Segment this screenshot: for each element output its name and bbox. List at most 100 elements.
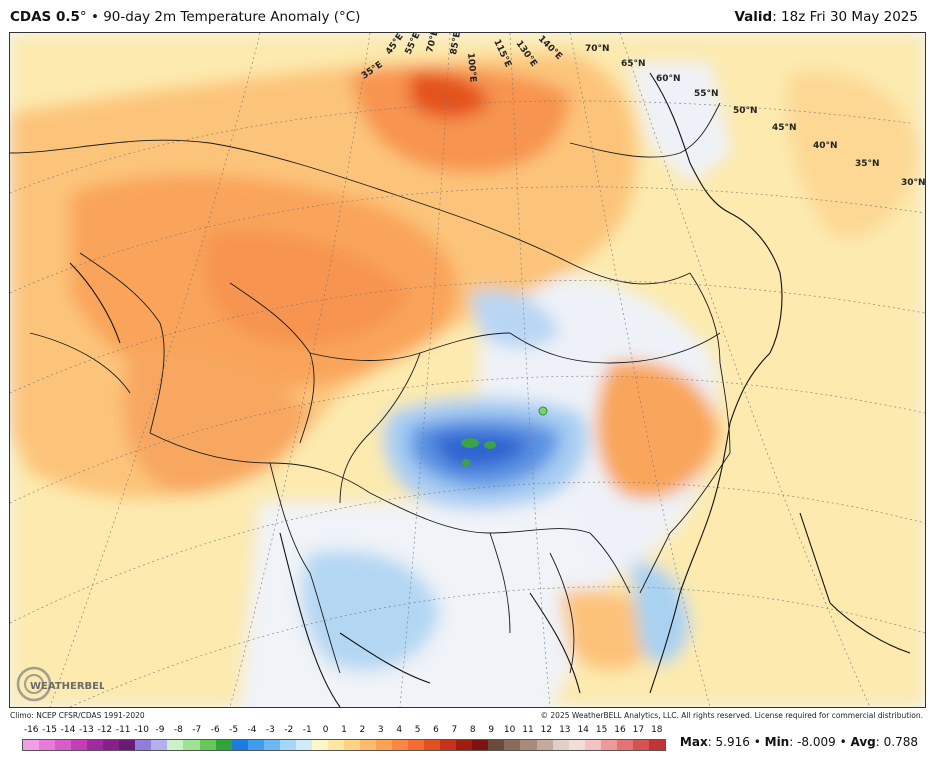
- colorbar-swatch: [135, 740, 152, 750]
- latitude-labels: 70°N 65°N 60°N 55°N 50°N 45°N 40°N 35°N …: [585, 44, 925, 188]
- colorbar-tick-label: 15: [595, 725, 608, 735]
- colorbar-tick-label: 17: [632, 725, 645, 735]
- climo-note: Climo: NCEP CFSR/CDAS 1991-2020: [10, 711, 145, 720]
- colorbar-swatch: [327, 740, 344, 750]
- colorbar-tick-label: 6: [433, 725, 439, 735]
- colorbar-swatch: [167, 740, 184, 750]
- colorbar-tick-label: -16: [23, 725, 39, 735]
- lat-label: 30°N: [901, 178, 925, 188]
- colorbar-tick-label: 8: [469, 725, 476, 735]
- colorbar-swatch: [616, 740, 633, 750]
- lat-label: 55°N: [694, 89, 719, 99]
- colorbar-tick-label: -11: [115, 725, 131, 735]
- colorbar-tick-label: 10: [503, 725, 516, 735]
- colorbar-swatch: [584, 740, 601, 750]
- colorbar-swatch: [23, 740, 40, 750]
- colorbar-tick-label: 4: [396, 725, 403, 735]
- colorbar-swatch: [55, 740, 72, 750]
- colorbar-swatch: [552, 740, 569, 750]
- colorbar-swatch: [103, 740, 120, 750]
- colorbar-tick-label: 13: [559, 725, 571, 735]
- max-value: : 5.916: [707, 735, 750, 749]
- header: CDAS 0.5° • 90-day 2m Temperature Anomal…: [0, 0, 935, 32]
- colorbar-tick-label: -10: [134, 725, 149, 735]
- colorbar-tick-label: -2: [284, 725, 294, 735]
- colorbar-swatch: [456, 740, 473, 750]
- colorbar-tick-label: 11: [522, 725, 534, 735]
- colorbar-tick-label: 0: [322, 725, 329, 735]
- colorbar-swatch: [472, 740, 489, 750]
- colorbar-swatch: [87, 740, 104, 750]
- colorbar-tick-label: -8: [173, 725, 183, 735]
- min-value: : -8.009: [789, 735, 836, 749]
- colorbar-swatch: [199, 740, 216, 750]
- lon-label: 100°E: [465, 52, 478, 82]
- colorbar-tick-label: 3: [377, 725, 384, 735]
- map-canvas: 35°E 45°E 55°E 70°E 85°E 100°E 115°E 130…: [10, 33, 925, 707]
- colorbar-swatch: [343, 740, 360, 750]
- lat-label: 60°N: [656, 74, 681, 84]
- lat-label: 50°N: [733, 106, 758, 116]
- footer: Climo: NCEP CFSR/CDAS 1991-2020 © 2025 W…: [0, 710, 935, 722]
- colorbar-swatch: [392, 740, 409, 750]
- colorbar-tick-label: -13: [79, 725, 94, 735]
- colorbar-swatch: [376, 740, 393, 750]
- colorbar-swatch: [183, 740, 200, 750]
- colorbar-swatch: [424, 740, 441, 750]
- colorbar-tick-label: -4: [247, 725, 257, 735]
- colorbar-swatch: [568, 740, 585, 750]
- copyright-note: © 2025 WeatherBELL Analytics, LLC. All r…: [540, 711, 923, 720]
- lon-label: 85°E: [449, 33, 463, 56]
- colorbar-swatch: [488, 740, 505, 750]
- colorbar-tick-label: -5: [229, 725, 239, 735]
- colorbar-swatch: [311, 740, 328, 750]
- colorbar-tick-label: 7: [451, 725, 458, 735]
- colorbar-tick-label: 2: [359, 725, 366, 735]
- stats-sep: •: [749, 735, 765, 749]
- lat-label: 45°N: [772, 123, 797, 133]
- colorbar-swatch: [408, 740, 425, 750]
- colorbar-tick-label: -15: [42, 725, 57, 735]
- colorbar-swatch: [520, 740, 537, 750]
- colorbar-tick-label: 16: [614, 725, 626, 735]
- colorbar-swatch: [119, 740, 136, 750]
- colorbar-tick-label: 12: [540, 725, 553, 735]
- colorbar-swatch: [536, 740, 553, 750]
- field-stats: Max: 5.916 • Min: -8.009 • Avg: 0.788: [680, 735, 918, 749]
- colorbar-tick-label: 1: [341, 725, 347, 735]
- colorbar-ticks: -16 -15 -14 -13 -12 -11 -10 -9 -8 -7 -6 -5 -4 -3 -2 -1 0…: [20, 725, 668, 738]
- stats-sep: •: [835, 735, 851, 749]
- degree-mark: °: [79, 9, 87, 25]
- colorbar-swatch: [71, 740, 88, 750]
- lat-label: 70°N: [585, 44, 610, 54]
- colorbar-swatch: [231, 740, 248, 750]
- colorbar-swatch: [600, 740, 617, 750]
- colorbar-swatch: [295, 740, 312, 750]
- colorbar-tick-label: -12: [97, 725, 113, 735]
- colorbar-swatch: [632, 740, 649, 750]
- coastlines: [69, 72, 911, 707]
- avg-value: : 0.788: [875, 735, 918, 749]
- colorbar-tick-label: 5: [414, 725, 421, 735]
- field-description: 90-day 2m Temperature Anomaly (°C): [103, 9, 361, 25]
- colorbar-tick-label: 18: [651, 725, 663, 735]
- valid-time: Valid: 18z Fri 30 May 2025: [734, 9, 918, 25]
- min-label: Min: [764, 735, 790, 749]
- colorbar-tick-label: 9: [488, 725, 495, 735]
- colorbar-tick-label: -6: [210, 725, 220, 735]
- model-name: CDAS 0.5: [10, 9, 80, 25]
- colorbar-swatches: [22, 739, 666, 751]
- colorbar: -16 -15 -14 -13 -12 -11 -10 -9 -8 -7 -6 -5 -4 -3 -2 -1 0…: [20, 725, 668, 767]
- colorbar-swatch: [359, 740, 377, 750]
- colorbar-swatch: [247, 740, 264, 750]
- lat-label: 35°N: [855, 159, 880, 169]
- valid-value: : 18z Fri 30 May 2025: [772, 9, 918, 25]
- colorbar-tick-label: -9: [155, 725, 165, 735]
- colorbar-swatch: [263, 740, 280, 750]
- colorbar-swatch: [39, 740, 56, 750]
- colorbar-swatch: [215, 740, 232, 750]
- colorbar-tick-label: -7: [192, 725, 202, 735]
- colorbar-swatch: [504, 740, 521, 750]
- graticule: [10, 33, 925, 707]
- country-borders: [10, 102, 731, 674]
